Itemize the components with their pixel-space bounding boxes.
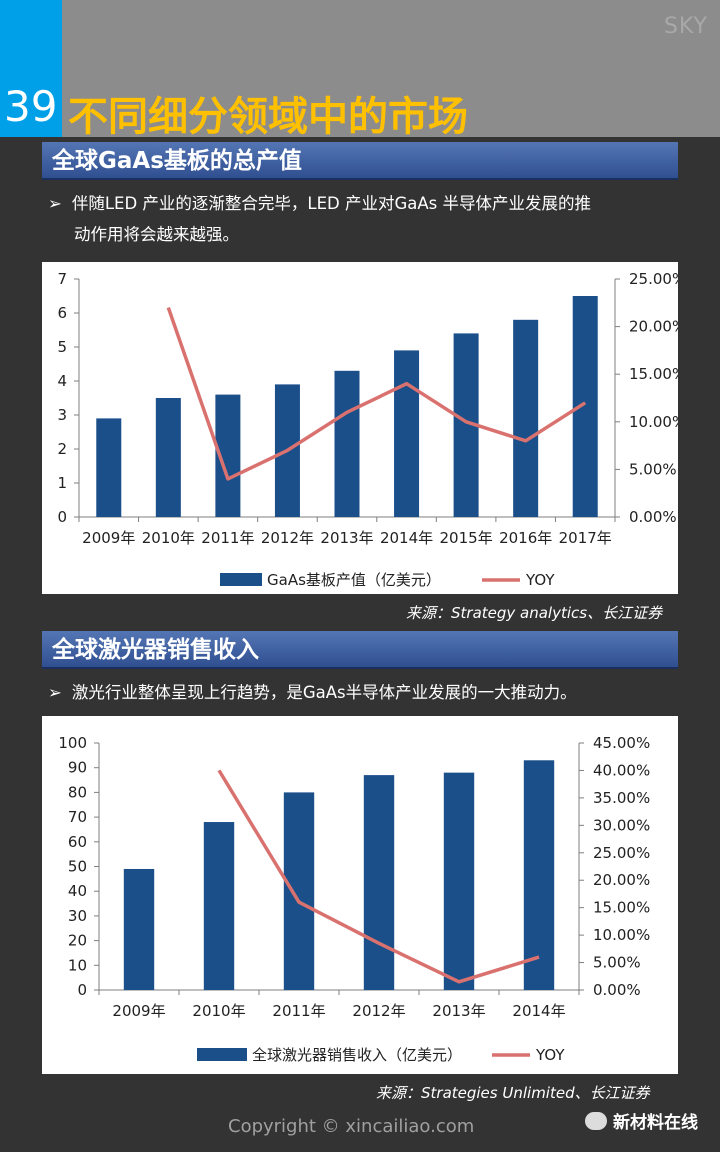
left-tick-label: 10 (68, 956, 87, 974)
x-tick-label: 2013年 (432, 1002, 485, 1020)
page-title: 不同细分领域中的市场 (68, 94, 468, 140)
right-tick-label: 45.00% (593, 734, 650, 752)
legend-bar-swatch (220, 573, 262, 586)
section1-source: 来源：Strategy analytics、长江证券 (406, 604, 663, 622)
bar (394, 350, 420, 517)
section1-bullet: ➢ 伴随LED 产业的逐渐整合完毕，LED 产业对GaAs 半导体产业发展的推 动… (48, 188, 678, 250)
legend-line-label: YOY (535, 1046, 565, 1064)
left-tick-label: 90 (68, 759, 87, 777)
right-tick-label: 10.00% (629, 413, 678, 431)
section1-bullet-line1: 伴随LED 产业的逐渐整合完毕，LED 产业对GaAs 半导体产业发展的推 (71, 194, 591, 213)
left-tick-label: 100 (58, 734, 87, 752)
corner-label: SKY (663, 14, 708, 39)
x-tick-label: 2011年 (272, 1002, 325, 1020)
left-tick-label: 60 (68, 833, 87, 851)
left-tick-label: 1 (57, 474, 67, 492)
header-band (62, 0, 720, 137)
legend-bar-swatch (197, 1048, 247, 1061)
bar (363, 775, 395, 990)
section1-heading: 全球GaAs基板的总产值 (42, 142, 678, 180)
x-tick-label: 2014年 (380, 529, 433, 547)
right-tick-label: 40.00% (593, 761, 650, 779)
yoy-line (166, 307, 587, 481)
chart1-container: 0 1 2 3 4 5 6 7 0.00% 5.00% 10.00% 15.00% 20.00% 25.0… (42, 262, 686, 594)
bar (334, 370, 360, 517)
bar (203, 822, 235, 990)
bar (513, 319, 539, 517)
right-tick-label: 0.00% (629, 508, 677, 526)
bar (123, 868, 155, 990)
chart2-svg: 0 10 20 30 40 50 60 70 80 90 100 0.00% 5.00% 10.00% 15… (58, 734, 650, 1064)
left-tick-label: 3 (57, 406, 67, 424)
left-tick-label: 0 (77, 981, 87, 999)
right-tick-label: 35.00% (593, 789, 650, 807)
right-tick-label: 30.00% (593, 816, 650, 834)
brand-name: 新材料在线 (613, 1113, 698, 1133)
arrow-bullet-icon: ➢ (48, 683, 62, 702)
left-tick-label: 50 (68, 858, 87, 876)
chart2-container: 0 10 20 30 40 50 60 70 80 90 100 0.00% 5.00% 10.00% 15… (42, 716, 678, 1074)
x-tick-label: 2009年 (82, 529, 135, 547)
x-tick-label: 2010年 (192, 1002, 245, 1020)
right-tick-label: 5.00% (593, 954, 641, 972)
left-tick-label: 20 (68, 932, 87, 950)
left-tick-label: 40 (68, 882, 87, 900)
legend-bar-label: 全球激光器销售收入（亿美元） (252, 1046, 462, 1064)
right-tick-label: 20.00% (629, 318, 678, 336)
x-tick-label: 2011年 (201, 529, 254, 547)
bar (155, 398, 181, 517)
left-tick-label: 80 (68, 783, 87, 801)
right-tick-label: 15.00% (629, 365, 678, 383)
right-tick-label: 5.00% (629, 460, 677, 478)
section2-bullet: ➢ 激光行业整体呈现上行趋势，是GaAs半导体产业发展的一大推动力。 (48, 677, 678, 708)
left-tick-label: 6 (57, 304, 67, 322)
x-tick-label: 2014年 (512, 1002, 565, 1020)
wechat-icon (585, 1111, 607, 1130)
left-tick-label: 0 (57, 508, 67, 526)
brand-logo: 新材料在线 (585, 1108, 698, 1133)
bar (523, 760, 555, 990)
left-tick-label: 30 (68, 907, 87, 925)
x-tick-label: 2015年 (440, 529, 493, 547)
left-tick-label: 7 (57, 270, 67, 288)
legend-line-label: YOY (525, 571, 555, 589)
section2-source: 来源：Strategies Unlimited、长江证券 (376, 1084, 650, 1102)
header-accent-block (0, 0, 62, 137)
right-tick-label: 10.00% (593, 926, 650, 944)
x-tick-label: 2009年 (112, 1002, 165, 1020)
x-tick-label: 2017年 (559, 529, 612, 547)
x-tick-label: 2016年 (499, 529, 552, 547)
x-tick-label: 2012年 (261, 529, 314, 547)
legend-bar-label: GaAs基板产值（亿美元） (267, 571, 441, 589)
chart1-svg: 0 1 2 3 4 5 6 7 0.00% 5.00% 10.00% 15.00% 20.00% 25.0… (57, 270, 686, 589)
arrow-bullet-icon: ➢ (48, 194, 62, 213)
yoy-line (217, 769, 540, 984)
right-tick-label: 15.00% (593, 899, 650, 917)
right-tick-label: 25.00% (629, 270, 678, 288)
right-tick-label: 0.00% (593, 981, 641, 999)
left-tick-label: 5 (57, 338, 67, 356)
left-tick-label: 4 (57, 372, 67, 390)
copyright-text: Copyright © xincailiao.com (228, 1116, 475, 1137)
page-number: 39 (4, 82, 58, 131)
section1-bullet-line2: 动作用将会越来越强。 (74, 225, 239, 244)
bar (443, 772, 475, 990)
right-tick-label: 20.00% (593, 871, 650, 889)
x-tick-label: 2010年 (142, 529, 195, 547)
bar (96, 418, 122, 517)
left-tick-label: 2 (57, 440, 67, 458)
left-tick-label: 70 (68, 808, 87, 826)
right-tick-label: 25.00% (593, 844, 650, 862)
x-tick-label: 2012年 (352, 1002, 405, 1020)
section2-heading: 全球激光器销售收入 (42, 631, 678, 669)
x-tick-label: 2013年 (320, 529, 373, 547)
bar (283, 792, 315, 990)
section2-bullet-line1: 激光行业整体呈现上行趋势，是GaAs半导体产业发展的一大推动力。 (71, 683, 577, 702)
